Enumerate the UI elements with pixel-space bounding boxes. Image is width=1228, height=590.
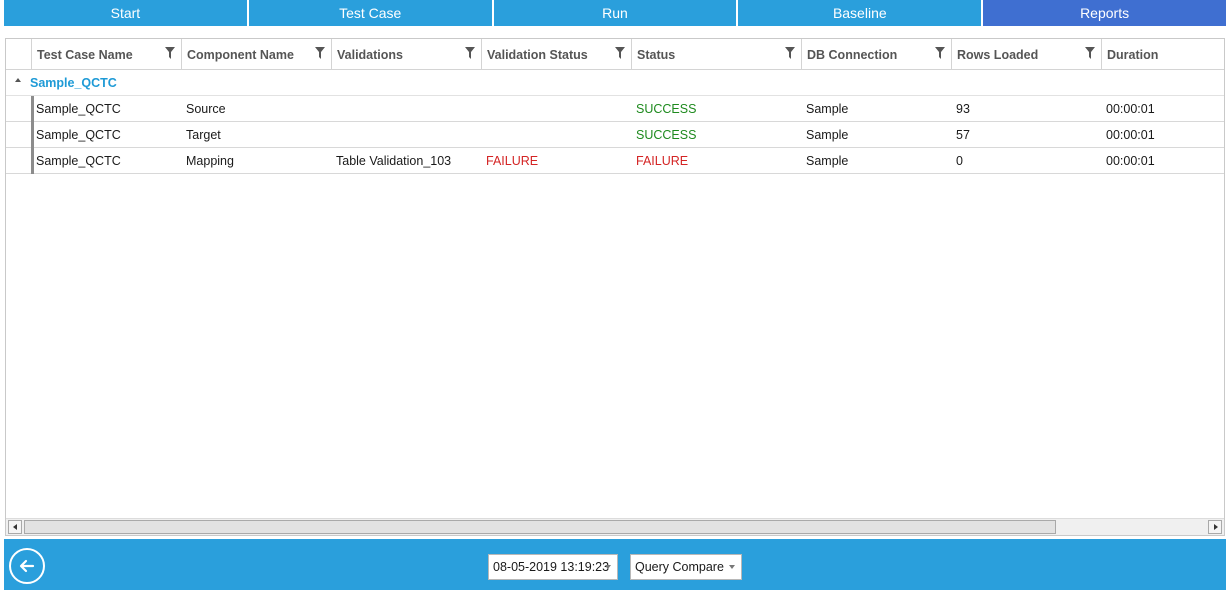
run-date-value: 08-05-2019 13:19:23 xyxy=(493,560,610,574)
back-button[interactable] xyxy=(9,548,45,584)
horizontal-scrollbar[interactable] xyxy=(6,518,1224,535)
column-header-label: Component Name xyxy=(187,47,294,62)
cell-db-connection: Sample xyxy=(806,102,849,116)
funnel-icon[interactable] xyxy=(465,47,475,59)
report-mode-value: Query Compare xyxy=(635,560,724,574)
cell-rows-loaded: 0 xyxy=(956,154,963,168)
scroll-right-icon[interactable] xyxy=(1208,520,1222,534)
column-header-component-name[interactable]: Component Name xyxy=(181,39,331,70)
cell-duration: 00:00:01 xyxy=(1106,154,1155,168)
column-header-label: Validations xyxy=(337,47,403,62)
header-indent xyxy=(6,39,31,70)
row-indicator xyxy=(31,148,34,174)
column-header-label: DB Connection xyxy=(807,47,898,62)
main-tabs: Start Test Case Run Baseline Reports xyxy=(4,0,1226,26)
column-header-db-connection[interactable]: DB Connection xyxy=(801,39,951,70)
cell-status: SUCCESS xyxy=(636,128,697,142)
scrollbar-thumb[interactable] xyxy=(24,520,1056,534)
column-header-label: Rows Loaded xyxy=(957,47,1039,62)
triangle-up-icon[interactable] xyxy=(15,78,21,82)
cell-test-case-name: Sample_QCTC xyxy=(36,128,121,142)
cell-validation-status: FAILURE xyxy=(486,154,539,168)
cell-validations: Table Validation_103 xyxy=(336,154,452,168)
footer-bar: 08-05-2019 13:19:23 Query Compare xyxy=(4,539,1226,590)
report-grid: Test Case Name Component Name Validation… xyxy=(5,38,1225,536)
cell-duration: 00:00:01 xyxy=(1106,128,1155,142)
column-header-validations[interactable]: Validations xyxy=(331,39,481,70)
cell-duration: 00:00:01 xyxy=(1106,102,1155,116)
tab-reports[interactable]: Reports xyxy=(983,0,1226,26)
column-header-label: Test Case Name xyxy=(37,47,133,62)
cell-test-case-name: Sample_QCTC xyxy=(36,102,121,116)
group-label: Sample_QCTC xyxy=(30,76,117,90)
report-mode-select[interactable]: Query Compare xyxy=(630,554,742,580)
table-row[interactable]: Sample_QCTC Source SUCCESS Sample 93 00:… xyxy=(6,96,1224,122)
funnel-icon[interactable] xyxy=(615,47,625,59)
cell-component-name: Source xyxy=(186,102,226,116)
column-header-label: Status xyxy=(637,47,676,62)
column-header-label: Duration xyxy=(1107,47,1159,62)
funnel-icon[interactable] xyxy=(785,47,795,59)
chevron-down-icon xyxy=(605,565,611,569)
group-row[interactable]: Sample_QCTC xyxy=(6,70,1224,96)
cell-test-case-name: Sample_QCTC xyxy=(36,154,121,168)
column-header-duration[interactable]: Duration xyxy=(1101,39,1224,70)
column-header-validation-status[interactable]: Validation Status xyxy=(481,39,631,70)
cell-db-connection: Sample xyxy=(806,128,849,142)
tab-test-case[interactable]: Test Case xyxy=(248,0,492,26)
cell-status: FAILURE xyxy=(636,154,689,168)
arrow-left-circle-icon xyxy=(19,559,35,573)
row-indicator xyxy=(31,96,34,122)
funnel-icon[interactable] xyxy=(315,47,325,59)
cell-rows-loaded: 93 xyxy=(956,102,970,116)
run-date-select[interactable]: 08-05-2019 13:19:23 xyxy=(488,554,618,580)
column-header-status[interactable]: Status xyxy=(631,39,801,70)
column-header-test-case-name[interactable]: Test Case Name xyxy=(31,39,181,70)
row-indicator xyxy=(31,122,34,148)
funnel-icon[interactable] xyxy=(165,47,175,59)
scroll-left-icon[interactable] xyxy=(8,520,22,534)
tab-start[interactable]: Start xyxy=(4,0,247,26)
funnel-icon[interactable] xyxy=(935,47,945,59)
chevron-down-icon xyxy=(729,565,735,569)
table-row[interactable]: Sample_QCTC Mapping Table Validation_103… xyxy=(6,148,1224,174)
funnel-icon[interactable] xyxy=(1085,47,1095,59)
cell-status: SUCCESS xyxy=(636,102,697,116)
column-header-label: Validation Status xyxy=(487,47,588,62)
cell-rows-loaded: 57 xyxy=(956,128,970,142)
cell-db-connection: Sample xyxy=(806,154,849,168)
cell-component-name: Target xyxy=(186,128,221,142)
tab-run[interactable]: Run xyxy=(493,0,737,26)
grid-header: Test Case Name Component Name Validation… xyxy=(6,39,1224,70)
table-row[interactable]: Sample_QCTC Target SUCCESS Sample 57 00:… xyxy=(6,122,1224,148)
tab-baseline[interactable]: Baseline xyxy=(738,0,982,26)
column-header-rows-loaded[interactable]: Rows Loaded xyxy=(951,39,1101,70)
cell-component-name: Mapping xyxy=(186,154,234,168)
